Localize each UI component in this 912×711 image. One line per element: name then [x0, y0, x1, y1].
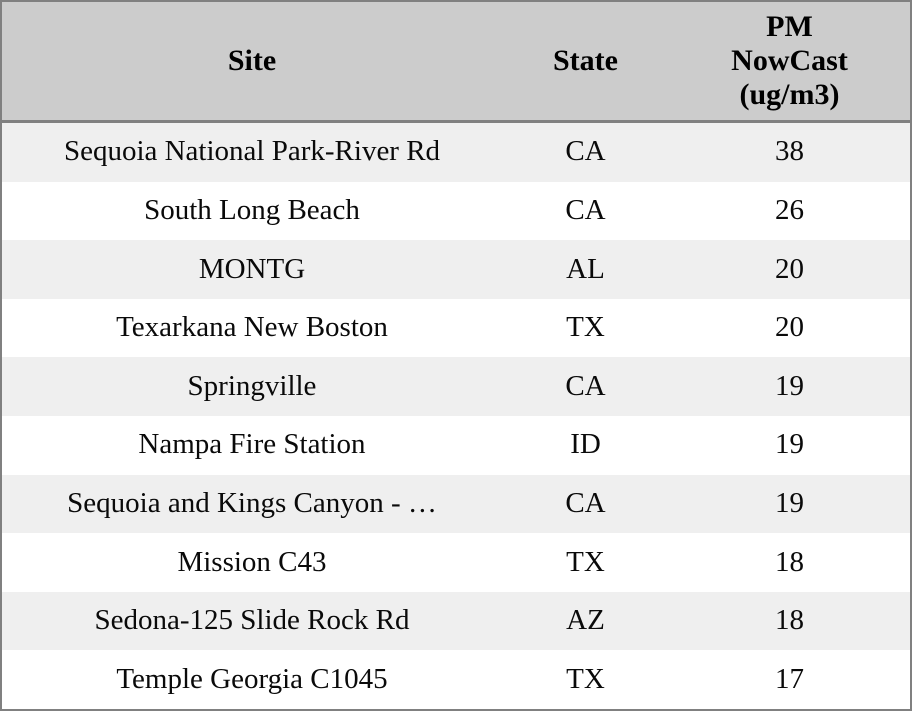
cell-site: Temple Georgia C1045: [116, 662, 388, 695]
table-row[interactable]: Sequoia National Park-River Rd CA 38: [2, 121, 910, 182]
table-row[interactable]: Texarkana New Boston TX 20: [2, 298, 910, 358]
column-header-state[interactable]: State: [502, 2, 669, 123]
cell-pm-nowcast: 20: [775, 252, 804, 285]
table-header-row: Site State PM NowCast (ug/m3): [2, 2, 910, 123]
table-row[interactable]: Sequoia and Kings Canyon - … CA 19: [2, 474, 910, 534]
column-header-pm-line2: NowCast: [731, 44, 848, 78]
cell-pm-nowcast: 38: [775, 135, 804, 168]
table-row[interactable]: Sedona-125 Slide Rock Rd AZ 18: [2, 591, 910, 651]
cell-site: South Long Beach: [144, 193, 360, 226]
table-body: Sequoia National Park-River Rd CA 38 Sou…: [2, 121, 910, 709]
table-row[interactable]: MONTG AL 20: [2, 240, 910, 299]
cell-pm-nowcast: 18: [775, 545, 804, 578]
table-header: Site State PM NowCast (ug/m3): [2, 2, 910, 123]
cell-site: Mission C43: [177, 545, 327, 578]
cell-state: CA: [565, 135, 606, 168]
cell-pm-nowcast: 19: [775, 486, 804, 519]
cell-site: Nampa Fire Station: [138, 428, 366, 461]
cell-state: AL: [566, 252, 605, 285]
table-row[interactable]: South Long Beach CA 26: [2, 181, 910, 241]
table-row[interactable]: Springville CA 19: [2, 357, 910, 416]
column-header-site[interactable]: Site: [2, 2, 502, 123]
cell-pm-nowcast: 19: [775, 428, 804, 461]
table-row[interactable]: Temple Georgia C1045 TX 17: [2, 650, 910, 709]
cell-site: Springville: [187, 369, 317, 402]
cell-state: ID: [570, 428, 601, 461]
cell-state: CA: [565, 486, 606, 519]
cell-site: Sequoia and Kings Canyon - …: [67, 486, 437, 519]
cell-site: Sedona-125 Slide Rock Rd: [94, 604, 410, 637]
cell-pm-nowcast: 26: [775, 193, 804, 226]
cell-pm-nowcast: 18: [775, 604, 804, 637]
cell-site: Texarkana New Boston: [116, 311, 388, 344]
cell-state: CA: [565, 369, 606, 402]
cell-state: TX: [566, 662, 605, 695]
column-header-site-label: Site: [227, 44, 277, 78]
column-header-pm-nowcast[interactable]: PM NowCast (ug/m3): [669, 2, 910, 123]
cell-site: Sequoia National Park-River Rd: [63, 135, 441, 168]
cell-pm-nowcast: 17: [775, 662, 804, 695]
cell-state: TX: [566, 311, 605, 344]
cell-state: CA: [565, 193, 606, 226]
cell-site: MONTG: [198, 252, 306, 285]
cell-pm-nowcast: 20: [775, 311, 804, 344]
table-row[interactable]: Mission C43 TX 18: [2, 533, 910, 592]
column-header-pm-line1: PM: [766, 10, 813, 44]
table-row[interactable]: Nampa Fire Station ID 19: [2, 415, 910, 475]
cell-state: TX: [566, 545, 605, 578]
cell-state: AZ: [566, 604, 605, 637]
column-header-pm-line3: (ug/m3): [739, 77, 840, 111]
cell-pm-nowcast: 19: [775, 369, 804, 402]
column-header-state-label: State: [553, 44, 618, 78]
